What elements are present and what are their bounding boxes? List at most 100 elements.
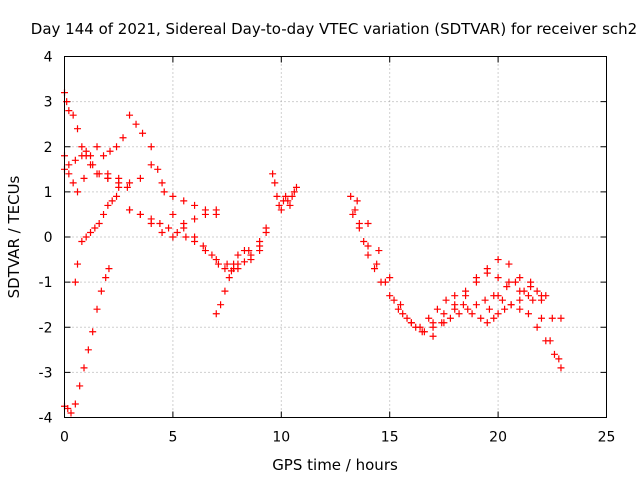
tick-layer: 0 5 10 15 20 25 -4 -3 -2 -1 0 1 2 3 4 bbox=[39, 50, 616, 446]
series-track-h bbox=[213, 224, 270, 317]
data-point bbox=[525, 292, 532, 299]
x-tick-label: 15 bbox=[381, 430, 399, 446]
data-point bbox=[217, 301, 224, 308]
data-point bbox=[107, 148, 114, 155]
y-axis-label: SDTVAR / TECUs bbox=[5, 175, 23, 298]
data-point bbox=[115, 175, 122, 182]
data-point bbox=[202, 211, 209, 218]
data-point bbox=[148, 161, 155, 168]
data-point bbox=[94, 306, 101, 313]
data-point bbox=[126, 206, 133, 213]
data-point bbox=[460, 301, 467, 308]
data-point bbox=[113, 193, 120, 200]
data-point bbox=[241, 258, 248, 265]
data-point bbox=[425, 315, 432, 322]
data-point bbox=[72, 400, 79, 407]
data-point bbox=[256, 247, 263, 254]
data-point bbox=[404, 315, 411, 322]
data-point bbox=[408, 319, 415, 326]
data-point bbox=[139, 130, 146, 137]
data-point bbox=[65, 170, 72, 177]
data-point bbox=[70, 179, 77, 186]
data-point bbox=[505, 261, 512, 268]
data-point bbox=[105, 265, 112, 272]
series-track-e bbox=[72, 193, 120, 286]
data-point bbox=[549, 315, 556, 322]
y-tick-label: -3 bbox=[39, 365, 53, 381]
data-point bbox=[72, 157, 79, 164]
data-point bbox=[70, 112, 77, 119]
data-point bbox=[516, 288, 523, 295]
data-point bbox=[96, 220, 103, 227]
series-track-f bbox=[104, 161, 219, 218]
data-point bbox=[557, 364, 564, 371]
x-tick-label: 20 bbox=[489, 430, 507, 446]
data-point bbox=[78, 143, 85, 150]
data-point bbox=[100, 152, 107, 159]
data-point bbox=[547, 337, 554, 344]
data-point bbox=[555, 355, 562, 362]
data-point bbox=[102, 274, 109, 281]
data-point bbox=[81, 364, 88, 371]
data-point bbox=[534, 324, 541, 331]
data-point bbox=[456, 310, 463, 317]
data-point bbox=[365, 243, 372, 250]
data-point bbox=[87, 229, 94, 236]
data-point bbox=[76, 382, 83, 389]
data-point bbox=[440, 310, 447, 317]
data-point bbox=[230, 261, 237, 268]
data-point bbox=[65, 107, 72, 114]
data-point bbox=[213, 310, 220, 317]
data-point bbox=[484, 265, 491, 272]
y-tick-label: 3 bbox=[44, 95, 53, 111]
data-point bbox=[538, 315, 545, 322]
data-point bbox=[365, 220, 372, 227]
data-point bbox=[551, 351, 558, 358]
data-point bbox=[78, 152, 85, 159]
data-point bbox=[365, 252, 372, 259]
series-track-a bbox=[61, 89, 131, 191]
data-point bbox=[516, 306, 523, 313]
data-point bbox=[94, 143, 101, 150]
data-point bbox=[68, 409, 75, 416]
y-tick-label: 4 bbox=[44, 50, 53, 66]
data-point bbox=[126, 112, 133, 119]
data-point bbox=[191, 202, 198, 209]
data-point bbox=[473, 301, 480, 308]
data-point bbox=[169, 211, 176, 218]
data-point bbox=[65, 161, 72, 168]
x-tick-label: 10 bbox=[272, 430, 290, 446]
y-tick-label: -2 bbox=[39, 320, 53, 336]
point-layer bbox=[61, 89, 564, 416]
data-point bbox=[486, 306, 493, 313]
data-point bbox=[347, 193, 354, 200]
y-tick-label: 0 bbox=[44, 230, 53, 246]
data-point bbox=[169, 193, 176, 200]
data-point bbox=[495, 274, 502, 281]
data-point bbox=[234, 252, 241, 259]
series-track-l bbox=[354, 197, 565, 339]
sdtvar-chart: Day 144 of 2021, Sidereal Day-to-day VTE… bbox=[0, 0, 640, 480]
data-point bbox=[391, 297, 398, 304]
data-point bbox=[495, 310, 502, 317]
data-point bbox=[495, 256, 502, 263]
data-point bbox=[462, 288, 469, 295]
data-point bbox=[464, 306, 471, 313]
data-point bbox=[74, 125, 81, 132]
data-point bbox=[386, 292, 393, 299]
data-point bbox=[375, 247, 382, 254]
data-point bbox=[83, 148, 90, 155]
x-axis-label: GPS time / hours bbox=[272, 456, 398, 474]
data-point bbox=[104, 202, 111, 209]
data-point bbox=[386, 274, 393, 281]
data-point bbox=[269, 170, 276, 177]
data-point bbox=[91, 224, 98, 231]
data-point bbox=[271, 179, 278, 186]
data-point bbox=[247, 256, 254, 263]
data-point bbox=[469, 310, 476, 317]
data-point bbox=[148, 143, 155, 150]
data-point bbox=[161, 188, 168, 195]
data-point bbox=[430, 319, 437, 326]
data-point bbox=[104, 170, 111, 177]
data-point bbox=[85, 346, 92, 353]
